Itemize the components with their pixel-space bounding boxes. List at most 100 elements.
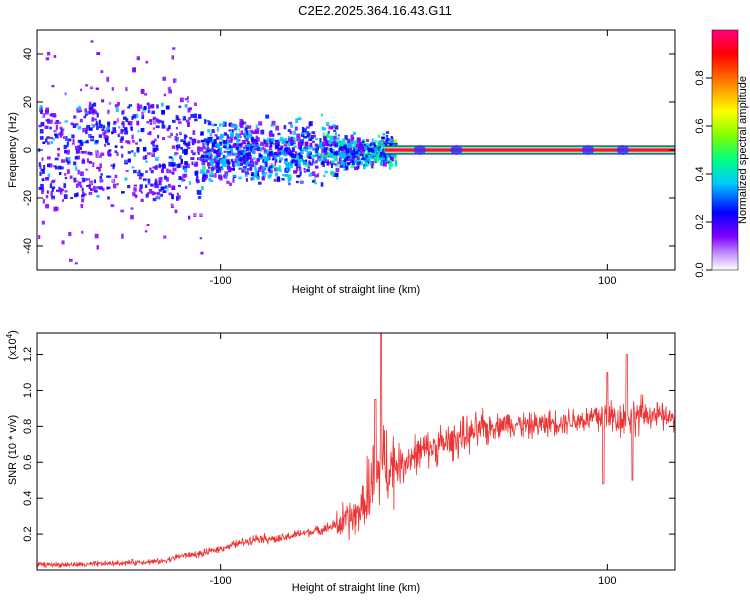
spectrogram-cell	[389, 139, 393, 143]
spectrogram-cell	[81, 134, 84, 139]
spectrogram-cell	[72, 200, 77, 204]
spectrogram-cell	[130, 62, 134, 66]
spectrogram-cell	[82, 128, 85, 133]
tone-blob	[413, 145, 426, 155]
spectrogram-cell	[243, 146, 246, 150]
spectrogram-cell	[288, 174, 292, 179]
spectrogram-cell	[272, 160, 275, 165]
spectrogram-cell	[232, 174, 237, 177]
spectrogram-cell	[259, 147, 263, 152]
spectrogram-cell	[197, 196, 202, 199]
y-tick-label: 1.2	[22, 347, 34, 362]
spectrogram-cell	[100, 70, 104, 74]
spectrogram-cell	[289, 141, 294, 145]
spectrogram-cell	[99, 175, 103, 180]
spectrogram-cell	[227, 139, 230, 145]
spectrogram-cell	[48, 266, 52, 270]
spectrogram-cell	[39, 105, 43, 108]
spectrogram-cell	[41, 113, 46, 118]
spectrogram-cell	[256, 173, 259, 178]
spectrogram-cell	[219, 147, 222, 152]
spectrogram-cell	[321, 113, 323, 117]
spectrogram-cell	[210, 154, 213, 157]
spectrogram-cell	[282, 173, 285, 177]
spectrogram-cell	[315, 152, 320, 156]
spectrogram-cell	[168, 89, 172, 94]
spectrogram-cell	[130, 171, 133, 176]
spectrogram-cell	[228, 139, 233, 143]
spectrogram-cell	[121, 150, 123, 154]
spectrogram-cell	[153, 59, 158, 64]
spectrogram-cell	[227, 152, 231, 157]
spectrogram-cell	[149, 119, 153, 122]
y-tick-label: -40	[22, 238, 34, 254]
spectrogram-cell	[79, 118, 83, 123]
spectrogram-cell	[74, 262, 78, 265]
spectrogram-cell	[264, 151, 267, 155]
spectrogram-cell	[304, 141, 309, 146]
spectrogram-cell	[356, 163, 360, 166]
spectrogram-cell	[256, 170, 260, 176]
spectrogram-cell	[346, 158, 350, 162]
spectrogram-cell	[96, 194, 100, 198]
spectrogram-cell	[148, 183, 151, 186]
spectrogram-cell	[307, 150, 312, 154]
spectrogram-cell	[235, 133, 240, 138]
spectrogram-cell	[106, 186, 111, 190]
spectrogram-cell	[164, 185, 168, 189]
spectrogram-cell	[308, 173, 311, 177]
spectrogram-cell	[175, 231, 178, 237]
spectrogram-cell	[67, 138, 72, 142]
spectrogram-cell	[103, 209, 106, 215]
spectrogram-cell	[302, 165, 306, 169]
spectrogram-cell	[70, 197, 74, 200]
spectrogram-cell	[85, 168, 89, 171]
spectrogram-cell	[371, 149, 375, 153]
spectrogram-cell	[107, 175, 112, 178]
spectrogram-cell	[140, 136, 143, 140]
spectrogram-cell	[194, 118, 198, 122]
spectrogram-cell	[120, 136, 124, 141]
spectrogram-cell	[241, 159, 245, 163]
spectrogram-cell	[62, 125, 65, 130]
spectrogram-cell	[295, 180, 299, 184]
spectrogram-cell	[107, 158, 111, 162]
spectrogram-cell	[201, 124, 205, 128]
tone-band	[385, 148, 675, 152]
spectrogram-cell	[300, 150, 304, 154]
spectrogram-cell	[369, 144, 372, 148]
spectrogram-cell	[87, 154, 90, 157]
spectrogram-cell	[277, 143, 280, 149]
spectrogram-cell	[245, 153, 249, 159]
spectrogram-cell	[364, 162, 368, 165]
spectrogram-cell	[297, 139, 301, 142]
spectrogram-cell	[116, 117, 119, 121]
spectrogram-cell	[299, 144, 302, 149]
spectrogram-cell	[265, 172, 268, 175]
spectrogram-cell	[110, 70, 114, 73]
spectrogram-cell	[138, 208, 141, 212]
spectrogram-cell	[65, 129, 69, 133]
spectrogram-cell	[166, 177, 169, 182]
spectrogram-cell	[142, 178, 147, 182]
spectrogram-cell	[308, 121, 312, 127]
spectrogram-cell	[86, 178, 90, 181]
spectrogram-cell	[162, 193, 167, 198]
spectrogram-cell	[211, 146, 214, 149]
spectrogram-cell	[117, 170, 121, 176]
spectrogram-cell	[340, 154, 344, 158]
spectrogram-cell	[205, 119, 209, 122]
spectrogram-cell	[42, 196, 46, 200]
spectrogram-cell	[382, 149, 385, 153]
spectrogram-cell	[45, 195, 49, 199]
spectrogram-cell	[63, 73, 67, 78]
spectrogram-cell	[381, 140, 384, 146]
spectrogram-cell	[137, 78, 142, 82]
spectrogram-cell	[180, 147, 183, 150]
spectrogram-cell	[152, 144, 155, 148]
spectrogram-cell	[208, 156, 212, 160]
spectrogram-cell	[64, 150, 67, 153]
spectrogram-cell	[76, 192, 79, 197]
spectrogram-cell	[296, 136, 299, 141]
spectrogram-cell	[356, 156, 360, 160]
